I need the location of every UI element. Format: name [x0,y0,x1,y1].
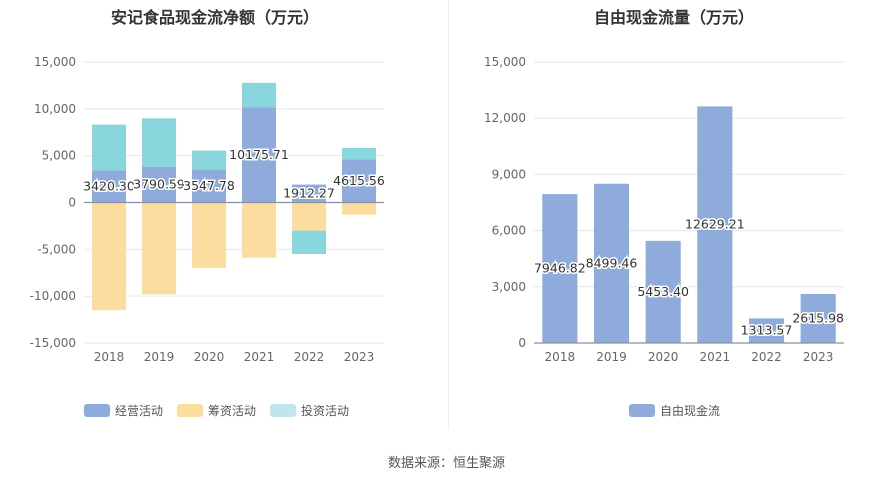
legend-swatch-investing [270,404,297,417]
source-note: 数据来源：恒生聚源 [387,456,505,471]
legend-label-operating: 经营活动 [115,404,164,418]
legend-swatch-operating [84,404,110,417]
chart1-legend: 经营活动 筹资活动 投资活动 [84,402,349,419]
bar-筹资活动-2022 [292,202,326,231]
data-label: 3547.78 [183,178,235,193]
chart2-legend: 自由现金流 [629,402,720,419]
y-tick-label: -15,000 [30,336,76,350]
data-label: 3420.30 [83,178,135,193]
legend-item-free-cash-flow[interactable]: 自由现金流 [629,402,720,419]
legend-label-free-cash-flow: 自由现金流 [660,404,721,418]
bar-投资活动-2023 [342,148,376,160]
y-tick-label: 15,000 [34,55,76,69]
legend-item-financing[interactable]: 筹资活动 [177,402,256,419]
data-label: 12629.21 [685,217,745,232]
bar-自由现金流-2023 [800,293,836,343]
bar-自由现金流-2020 [645,240,681,343]
y-tick-label: 15,000 [484,55,526,69]
y-tick-label: 5,000 [42,149,76,163]
bar-经营活动-2023 [342,159,376,203]
x-tick-label: 2023 [803,350,834,364]
bar-经营活动-2021 [242,107,276,203]
bar-筹资活动-2021 [242,202,276,258]
bar-投资活动-2018 [92,124,126,171]
bar-自由现金流-2022 [748,318,785,343]
bar-筹资活动-2019 [142,202,176,295]
x-tick-label: 2021 [244,350,275,364]
bar-经营活动-2020 [192,169,226,203]
bar-自由现金流-2018 [542,194,578,343]
y-tick-label: 12,000 [484,111,526,125]
bar-经营活动-2022 [292,184,326,203]
data-label: 3790.59 [133,177,185,192]
bar-投资活动-2019 [142,118,176,167]
data-label: 4615.56 [333,173,385,188]
data-label: 5453.40 [637,284,689,299]
y-tick-label: 10,000 [34,102,76,116]
bar-经营活动-2018 [92,170,126,203]
cash-flow-chart: 15,000 10,000 5,000 0 -5,000 -10,000 -15,000 20… [30,55,387,364]
y-tick-label: 3,000 [492,280,526,294]
chart1-title: 安记食品现金流净额（万元） [110,8,319,27]
x-tick-label: 2020 [194,350,225,364]
y-tick-label: 0 [518,336,526,350]
legend-swatch-free-cash-flow [629,404,655,417]
bar-投资活动-2021 [242,82,276,108]
data-label: 1912.27 [283,186,335,201]
bar-经营活动-2019 [142,166,176,203]
free-cash-flow-chart: 15,000 12,000 9,000 6,000 3,000 0 2018 7946.82 2… [484,55,846,364]
x-tick-label: 2018 [94,350,125,364]
data-label: 2615.98 [792,310,844,325]
bar-筹资活动-2023 [342,202,376,215]
bar-筹资活动-2020 [192,202,226,269]
bar-自由现金流-2021 [697,106,733,343]
x-tick-label: 2022 [294,350,325,364]
bar-筹资活动-2018 [92,202,126,311]
x-tick-label: 2019 [144,350,175,364]
x-tick-label: 2018 [545,350,576,364]
y-tick-label: 6,000 [492,224,526,238]
bar-投资活动-2022 [292,230,326,255]
x-tick-label: 2021 [700,350,731,364]
y-tick-label: -10,000 [30,289,76,303]
legend-swatch-financing [177,404,204,417]
legend-item-investing[interactable]: 投资活动 [270,402,349,419]
chart2-title: 自由现金流量（万元） [593,8,754,27]
legend-label-financing: 筹资活动 [208,404,257,418]
bar-投资活动-2020 [192,150,226,170]
y-tick-label: 9,000 [492,167,526,181]
panel-divider [448,0,449,430]
x-tick-label: 2019 [596,350,627,364]
data-label: 7946.82 [534,261,586,276]
y-tick-label: -5,000 [37,242,76,256]
bar-自由现金流-2019 [593,183,630,343]
x-tick-label: 2020 [648,350,679,364]
data-label: 10175.71 [229,147,289,162]
x-tick-label: 2023 [344,350,375,364]
y-tick-label: 0 [68,196,76,210]
legend-label-investing: 投资活动 [301,404,350,418]
data-label: 1313.57 [741,323,793,338]
data-label: 8499.46 [586,255,638,270]
legend-item-operating[interactable]: 经营活动 [84,402,163,419]
x-tick-label: 2022 [751,350,782,364]
